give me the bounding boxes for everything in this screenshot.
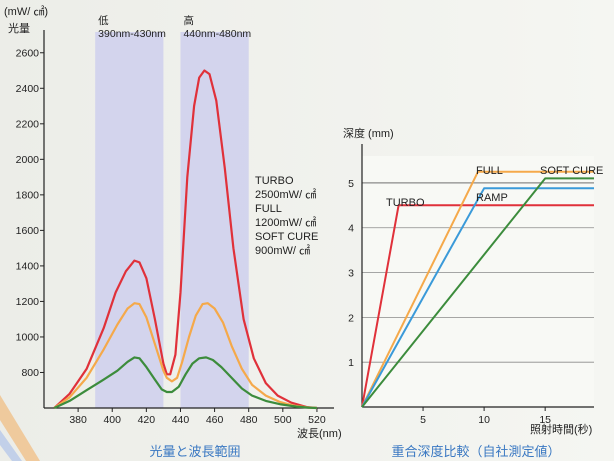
- series-label-ramp: RAMP: [476, 192, 508, 204]
- band-rect-2: [180, 32, 249, 408]
- band-label-1: 低: [98, 14, 109, 27]
- y-tick-label: 2200: [16, 118, 40, 130]
- series-line-full: [53, 302, 317, 410]
- y-tick-label: 1600: [16, 225, 40, 237]
- y-tick-label: 1200: [16, 296, 40, 308]
- y-axis-label: 光量: [8, 21, 30, 35]
- legend-value-3: 900mW/ ㎠: [255, 244, 310, 257]
- y-tick-label: 2000: [16, 154, 40, 166]
- series-line-soft-cure: [53, 356, 317, 410]
- y-tick-label: 1800: [16, 189, 40, 201]
- x-tick-label: 420: [138, 414, 156, 426]
- series-label-full: FULL: [476, 165, 503, 177]
- series-line-ramp: [361, 187, 594, 408]
- legend-name-2: FULL: [255, 203, 282, 215]
- x-tick-label: 400: [103, 414, 121, 426]
- y-tick-label: 3: [348, 268, 354, 280]
- x-tick-label: 500: [274, 414, 292, 426]
- band-range-label-1: 390nm-430nm: [98, 28, 166, 40]
- y-tick-label: 4: [348, 223, 354, 235]
- corner-stripe: [0, 395, 40, 461]
- y-unit-label: (mW/ ㎠): [4, 5, 48, 18]
- band-rect-1: [95, 32, 164, 408]
- y-tick-label: 2600: [16, 47, 40, 59]
- x-tick-label: 380: [69, 414, 87, 426]
- x-axis-label: 波長(nm): [297, 427, 342, 440]
- y-tick-label: 2: [348, 312, 354, 324]
- y-axis-label: 深度 (mm): [343, 126, 394, 140]
- series-label-turbo: TURBO: [386, 197, 425, 209]
- series-line-soft-cure: [361, 177, 594, 408]
- band-range-label-2: 440nm-480nm: [183, 28, 251, 40]
- x-tick-label: 480: [240, 414, 258, 426]
- series-line-turbo: [361, 204, 594, 408]
- y-tick-label: 1400: [16, 260, 40, 272]
- y-tick-label: 800: [21, 367, 39, 379]
- legend-name-3: SOFT CURE: [255, 231, 318, 243]
- y-tick-label: 1000: [16, 331, 40, 343]
- x-tick-label: 5: [420, 414, 426, 426]
- x-tick-label: 15: [539, 414, 551, 426]
- x-tick-label: 10: [478, 414, 490, 426]
- x-axis-label: 照射時間(秒): [530, 422, 592, 436]
- series-line-full: [361, 170, 594, 408]
- legend-value-2: 1200mW/ ㎠: [255, 216, 316, 229]
- legend-name-1: TURBO: [255, 175, 294, 187]
- series-line-turbo: [53, 69, 317, 410]
- series-label-soft-cure: SOFT CURE: [540, 165, 603, 177]
- corner-stripe-blue: [0, 430, 22, 461]
- x-tick-label: 460: [206, 414, 224, 426]
- y-tick-label: 5: [348, 178, 354, 190]
- chart-caption: 光量と波長範囲: [149, 444, 240, 459]
- y-tick-label: 2400: [16, 83, 40, 95]
- legend-value-1: 2500mW/ ㎠: [255, 188, 316, 201]
- band-label-2: 高: [183, 14, 194, 27]
- x-tick-label: 520: [308, 414, 326, 426]
- chart-caption: 重合深度比較（自社測定値）: [391, 444, 560, 459]
- x-tick-label: 440: [172, 414, 190, 426]
- y-tick-label: 1: [348, 357, 354, 369]
- depth-chart: 1 2 3 4 5 5 10 15 深度 (mm) 照射時間(秒) TURBO FULL RAMP SOF…: [343, 126, 603, 459]
